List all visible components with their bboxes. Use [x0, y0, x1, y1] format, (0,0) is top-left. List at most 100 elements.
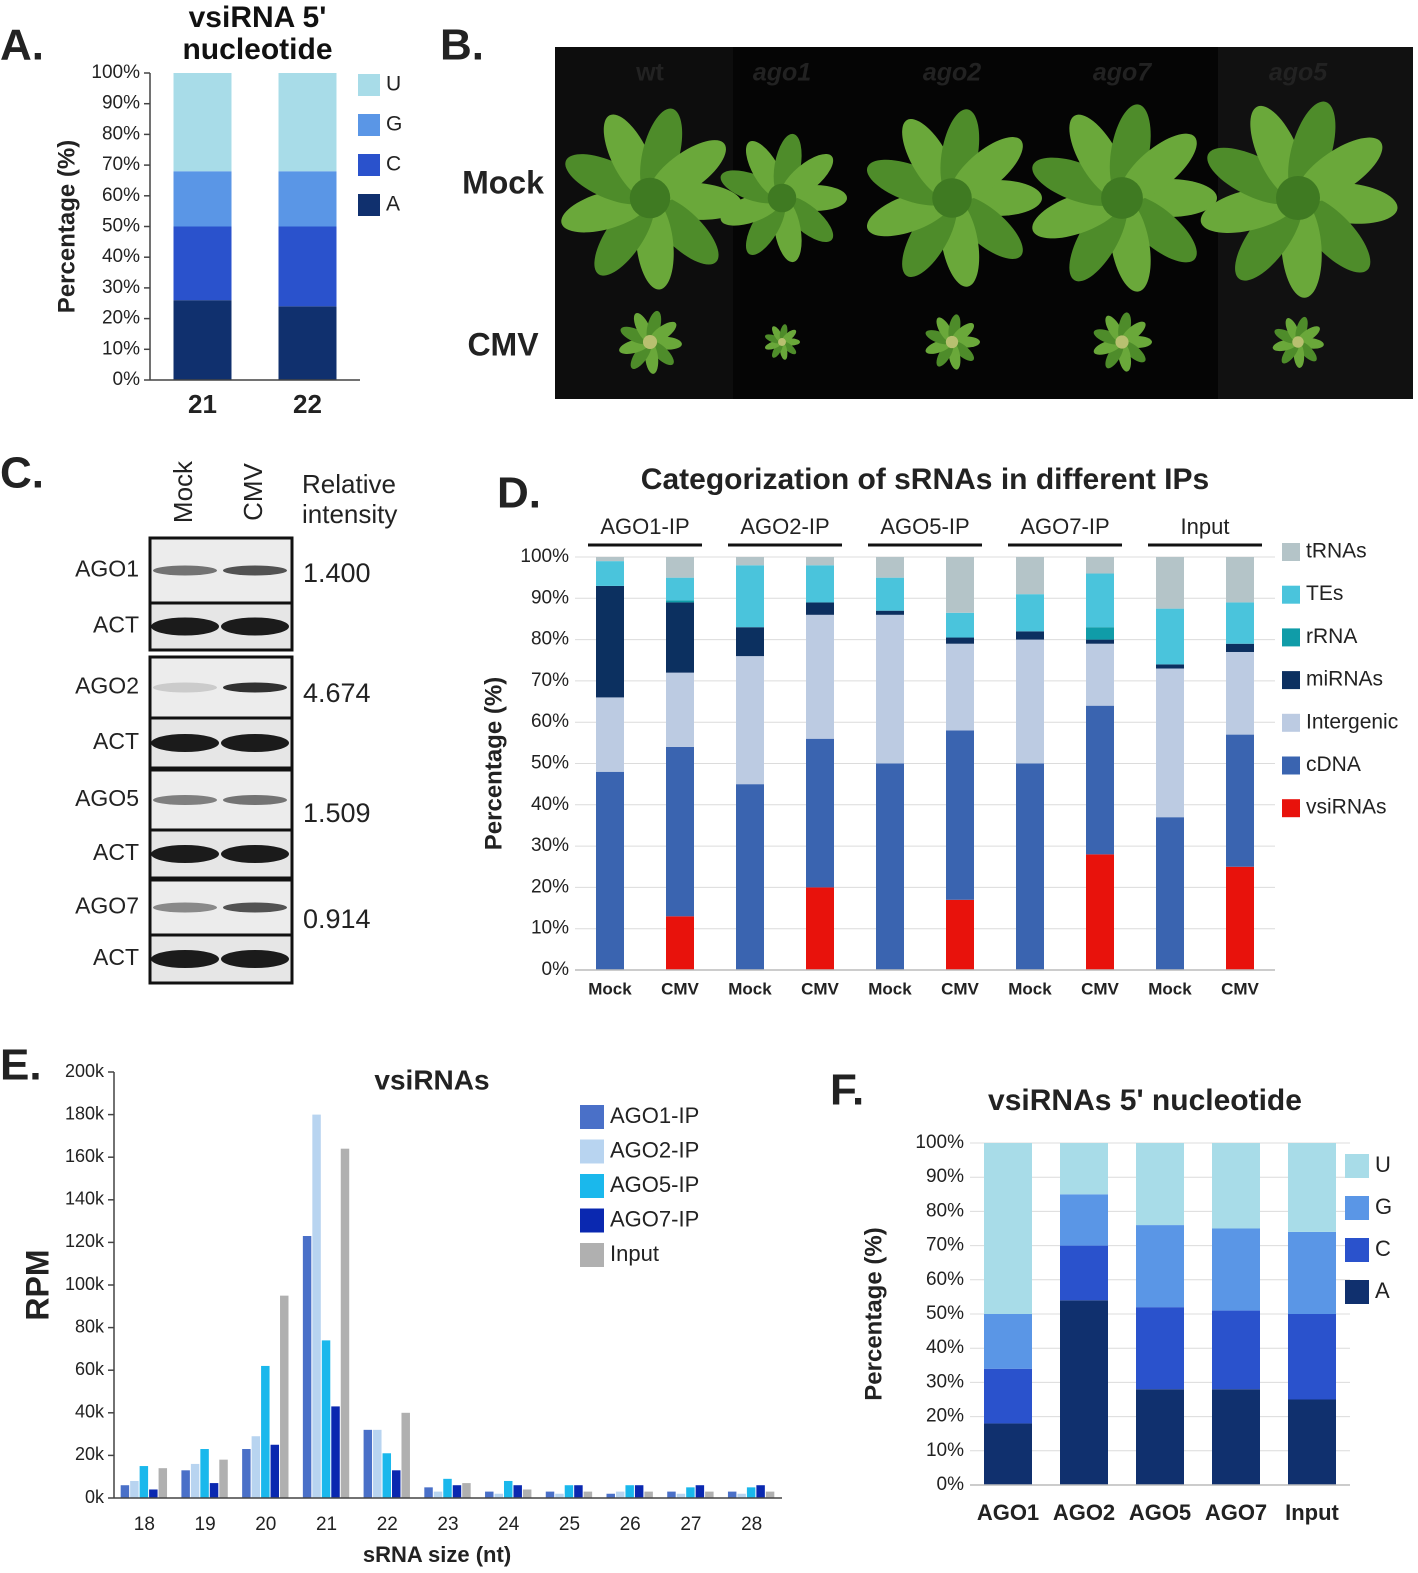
legend-label: C: [386, 153, 401, 176]
y-axis-label: Percentage (%): [53, 140, 80, 313]
intensity-value: 1.400: [303, 558, 371, 588]
bar-segment: [806, 887, 834, 970]
x-tick-label: CMV: [941, 979, 979, 998]
bar: [574, 1485, 583, 1498]
y-tick-label: 120k: [65, 1231, 105, 1251]
leaf: [1032, 157, 1123, 206]
leaf: [649, 321, 677, 344]
bar-segment: [1060, 1194, 1108, 1246]
y-tick-label: 100k: [65, 1274, 105, 1294]
bar-segment: [984, 1423, 1032, 1485]
bar-segment: [1136, 1389, 1184, 1485]
legend-label: C: [1375, 1236, 1391, 1261]
y-tick-label: 20k: [75, 1444, 105, 1464]
bar-segment: [1156, 557, 1184, 609]
bar: [139, 1466, 149, 1498]
leaf: [781, 341, 797, 355]
leaf: [1296, 137, 1383, 203]
x-tick-label: 23: [437, 1514, 458, 1535]
protein-label: AGO2: [75, 673, 139, 699]
bar-segment: [1226, 734, 1254, 867]
y-tick-label: 40%: [102, 246, 140, 267]
bar-segment: [1016, 557, 1044, 595]
x-tick-label: 25: [559, 1514, 580, 1535]
rosette-center: [1101, 177, 1143, 219]
bar-segment: [946, 557, 974, 613]
leaf: [951, 323, 975, 343]
legend-swatch: [1282, 713, 1300, 732]
x-tick-label: AGO5: [1129, 1500, 1191, 1525]
y-tick-label: 80%: [926, 1200, 964, 1221]
bar: [280, 1295, 289, 1498]
legend-swatch: [1345, 1196, 1369, 1220]
blot-band: [221, 617, 289, 636]
bar: [242, 1449, 251, 1498]
y-tick-label: 20%: [531, 876, 569, 897]
x-tick-label: Mock: [1008, 979, 1052, 998]
bar: [695, 1485, 705, 1498]
bar-segment: [1212, 1389, 1260, 1485]
loading-label: ACT: [93, 944, 139, 970]
x-tick-label: 27: [680, 1514, 701, 1535]
legend-label: A: [386, 193, 400, 216]
bar: [485, 1491, 494, 1498]
y-axis-label: Percentage (%): [480, 677, 507, 850]
bar-segment: [736, 784, 764, 970]
y-tick-label: 70%: [926, 1235, 964, 1256]
y-tick-label: 60%: [531, 711, 569, 732]
y-tick-label: 70%: [102, 154, 140, 175]
x-tick-label: Input: [1285, 1500, 1339, 1525]
x-tick-label: Mock: [728, 979, 772, 998]
leaf: [1120, 194, 1197, 263]
chart-title: vsiRNAs: [374, 1064, 489, 1095]
bar-segment: [1156, 817, 1184, 970]
protein-label: AGO5: [75, 785, 139, 811]
y-axis-label: Percentage (%): [860, 1227, 887, 1400]
legend-label: U: [386, 73, 401, 96]
y-tick-label: 100%: [915, 1132, 964, 1153]
rosette-center: [767, 183, 797, 213]
bar: [433, 1491, 443, 1498]
bar-segment: [1086, 854, 1114, 970]
bar-segment: [946, 612, 974, 638]
blot-band: [221, 734, 289, 752]
panel-letter: A.: [0, 21, 44, 70]
x-tick-label: 22: [293, 389, 322, 419]
leaf: [1120, 133, 1197, 202]
bar: [625, 1485, 634, 1498]
y-tick-label: 90%: [102, 93, 140, 114]
legend-swatch: [1282, 543, 1300, 561]
legend-swatch: [580, 1139, 604, 1164]
x-tick-label: 19: [195, 1514, 216, 1535]
bar-segment: [1288, 1314, 1336, 1400]
y-tick-label: 200k: [65, 1061, 105, 1081]
bar-segment: [173, 73, 232, 172]
loading-label: ACT: [93, 612, 139, 638]
bar: [312, 1114, 321, 1498]
bar-segment: [1016, 639, 1044, 764]
bar-segment: [1086, 557, 1114, 574]
bar-segment: [1086, 643, 1114, 706]
bar-segment: [876, 763, 904, 970]
genotype-label: ago1: [753, 59, 811, 87]
bar-segment: [1212, 1310, 1260, 1390]
legend-label: rRNA: [1306, 625, 1357, 648]
x-tick-label: CMV: [1221, 979, 1259, 998]
genotype-label: wt: [635, 59, 664, 87]
leaf: [950, 194, 1023, 259]
leaf: [925, 330, 953, 345]
bar-segment: [806, 614, 834, 739]
y-tick-label: 60%: [102, 185, 140, 206]
leaf: [630, 341, 652, 370]
group-label: AGO2-IP: [740, 514, 829, 539]
bar-segment: [278, 73, 337, 172]
leaf: [950, 137, 1023, 202]
legend-label: A: [1375, 1278, 1390, 1303]
bar-segment: [806, 602, 834, 615]
bar: [452, 1485, 462, 1498]
leaf: [620, 326, 651, 345]
bar-segment: [984, 1143, 1032, 1314]
bar: [270, 1444, 280, 1498]
x-tick-label: CMV: [661, 979, 699, 998]
